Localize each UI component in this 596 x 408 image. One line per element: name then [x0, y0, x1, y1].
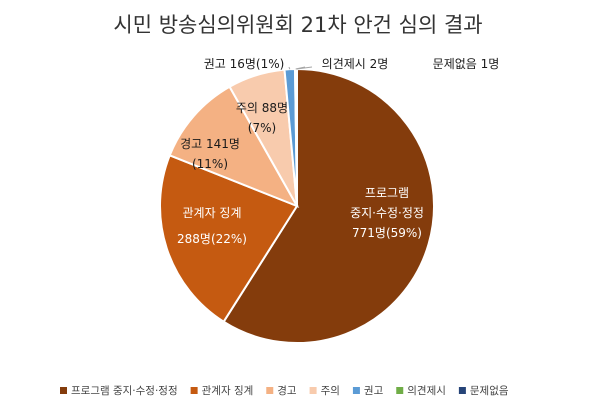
pie-slice-프로그램-중지-수정-정정 [222, 67, 435, 344]
legend-label-프로그램-중지-수정-정정: 프로그램 중지·수정·정정 [71, 385, 178, 397]
data-labels: 프로그램 중지·수정·정정 771명(59%) 관계자 징계 288명(22%) 경고 1… [177, 57, 499, 246]
data-label-주의: 주의 88명 (7%) [236, 101, 288, 135]
leader-lines [288, 66, 313, 70]
pie-slice-경고 [168, 85, 300, 208]
data-label-경고: 경고 141명 (11%) [180, 137, 240, 171]
legend-swatch-문제없음 [458, 387, 466, 394]
pie-slice-문제없음 [295, 67, 298, 207]
legend-swatch-권고 [352, 387, 360, 394]
chart-title: 시민 방송심의위원회 21차 안건 심의 결과 [113, 13, 482, 37]
legend: 프로그램 중지·수정·정정 관계자 징계 경고 주의 권고 의견제시 문제없음 [60, 384, 509, 397]
data-label-권고: 권고 16명(1%) [204, 57, 285, 71]
legend-label-관계자-징계: 관계자 징계 [202, 385, 254, 397]
legend-label-권고: 권고 [364, 385, 384, 397]
data-label-문제없음: 문제없음 1명 [433, 57, 500, 71]
legend-label-의견제시: 의견제시 [407, 385, 446, 397]
legend-swatch-의견제시 [396, 387, 404, 394]
legend-label-경고: 경고 [277, 384, 297, 397]
data-label-프로그램-중지-수정-정정: 프로그램 중지·수정·정정 771명(59%) [350, 186, 424, 240]
data-label-관계자-징계: 관계자 징계 288명(22%) [177, 206, 247, 246]
data-label-의견제시: 의견제시 2명 [322, 57, 389, 71]
legend-swatch-경고 [266, 387, 274, 394]
legend-swatch-주의 [309, 387, 317, 394]
legend-label-주의: 주의 [321, 385, 340, 397]
leader-line-문제없음 [296, 66, 313, 70]
leader-line-권고 [288, 66, 291, 70]
legend-swatch-프로그램-중지-수정-정정 [60, 387, 67, 394]
legend-swatch-관계자-징계 [190, 387, 198, 394]
legend-label-문제없음: 문제없음 [470, 384, 509, 397]
pie-slice-관계자-징계 [159, 154, 299, 324]
